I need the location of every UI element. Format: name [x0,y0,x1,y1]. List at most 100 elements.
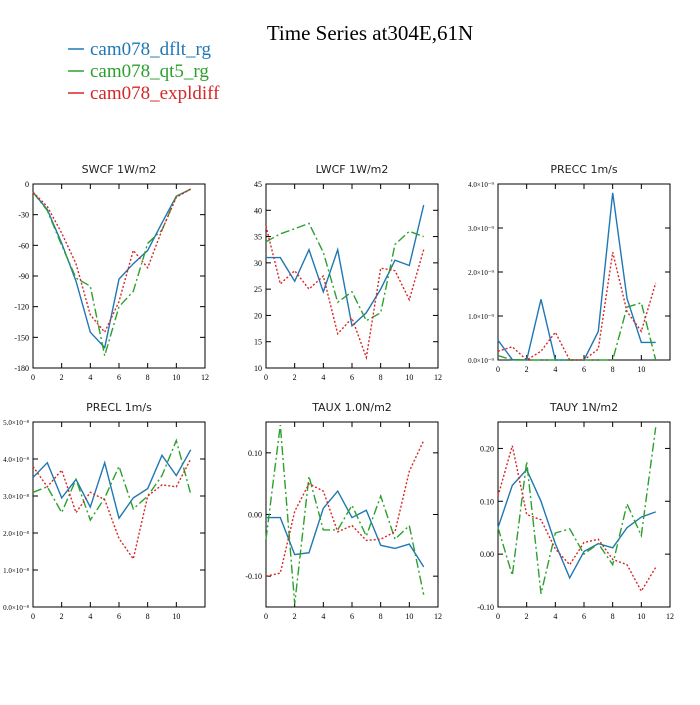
x-tick-label: 8 [611,612,615,621]
series-line-cam078_qt5_rg [265,222,424,322]
x-tick-label: 2 [525,365,529,374]
series-line-cam078_qt5_rg [32,438,192,522]
series-line-cam078_qt5_rg [497,301,657,361]
x-tick-label: 2 [60,373,64,382]
series-line-cam078_dflt_rg [497,192,656,361]
x-tick-label: 0 [496,365,500,374]
x-tick-label: 0 [31,612,35,621]
x-tick-label: 6 [350,373,354,382]
y-tick-label: 1.0×10⁻⁸ [3,567,29,575]
x-tick-label: 10 [172,612,180,621]
x-tick-label: 6 [582,612,586,621]
y-tick-label: 40 [254,206,262,215]
series-line-cam078_expldiff [265,440,425,577]
x-tick-label: 4 [88,612,92,621]
series-line-cam078_dflt_rg [266,204,425,328]
y-tick-label: -30 [18,211,29,220]
y-tick-label: 10 [254,364,262,373]
y-tick-label: 0.00 [248,511,262,520]
x-tick-label: 0 [496,612,500,621]
y-tick-label: 35 [254,233,262,242]
y-tick-label: 3.0×10⁻⁹ [468,225,494,233]
panel-title: PRECL 1m/s [86,401,152,414]
plot-frame [32,421,206,608]
x-tick-label: 6 [117,373,121,382]
x-tick-label: 10 [405,612,413,621]
panel-title: TAUY 1N/m2 [549,401,618,414]
y-tick-label: -0.10 [245,572,262,581]
series-line-cam078_expldiff [497,445,657,593]
panel-title: LWCF 1W/m2 [316,163,389,176]
x-tick-label: 4 [321,612,325,621]
legend-label-cam078_dflt_rg: cam078_dflt_rg [90,39,212,60]
x-tick-label: 6 [582,365,586,374]
y-tick-label: 0.20 [480,444,494,453]
y-tick-label: 45 [254,180,262,189]
y-tick-label: 0.10 [480,497,494,506]
series-line-cam078_expldiff [32,458,192,561]
y-tick-label: 25 [254,285,262,294]
x-tick-label: 12 [666,612,674,621]
x-tick-label: 2 [293,373,297,382]
x-tick-label: 4 [553,612,557,621]
x-tick-label: 8 [146,612,150,621]
x-tick-label: 8 [379,612,383,621]
y-tick-label: 1.0×10⁻⁹ [468,313,494,321]
y-tick-label: 30 [254,259,262,268]
panel-title: SWCF 1W/m2 [82,163,157,176]
plot-frame [265,421,439,608]
x-tick-label: 8 [379,373,383,382]
x-tick-label: 6 [117,612,121,621]
y-tick-label: -120 [14,303,29,312]
y-tick-label: 2.0×10⁻⁸ [3,530,29,538]
x-tick-label: 2 [293,612,297,621]
x-tick-label: 12 [434,373,442,382]
x-tick-label: 0 [264,612,268,621]
y-tick-label: -60 [18,241,29,250]
y-tick-label: 4.0×10⁻⁸ [3,456,29,464]
x-tick-label: 6 [350,612,354,621]
y-tick-label: 20 [254,311,262,320]
y-tick-label: -150 [14,333,29,342]
y-tick-label: 0 [25,180,29,189]
series-line-cam078_expldiff [497,252,657,361]
y-tick-label: 4.0×10⁻⁹ [468,181,494,189]
x-tick-label: 10 [405,373,413,382]
series-line-cam078_qt5_rg [32,188,192,356]
plot-frame [32,183,206,369]
y-tick-label: 5.0×10⁻⁸ [3,419,29,427]
series-line-cam078_dflt_rg [32,188,192,350]
series-line-cam078_dflt_rg [32,449,192,520]
y-tick-label: 3.0×10⁻⁸ [3,493,29,501]
x-tick-label: 12 [434,612,442,621]
series-line-cam078_expldiff [265,225,425,361]
chart-panel: TAUY 1N/m2 -0.10 0.00 0.10 0.20 0 2 4 6 8 10 12 [477,401,674,621]
legend-label-cam078_qt5_rg: cam078_qt5_rg [90,61,209,82]
chart-panel: LWCF 1W/m2 10 15 20 25 30 35 40 45 0 2 4 6 8 10 12 [254,163,442,382]
series-line-cam078_dflt_rg [497,468,656,580]
y-tick-label: 15 [254,338,262,347]
y-tick-label: 0.00 [480,550,494,559]
x-tick-label: 4 [553,365,557,374]
plot-frame [497,183,671,361]
x-tick-label: 10 [637,612,645,621]
x-tick-label: 0 [31,373,35,382]
y-tick-label: 0.0×10⁻⁹ [468,357,494,365]
x-tick-label: 2 [525,612,529,621]
y-tick-label: -90 [18,272,29,281]
series-line-cam078_qt5_rg [497,427,657,594]
x-tick-label: 8 [146,373,150,382]
figure-title: Time Series at304E,61N [267,21,473,45]
chart-panel: PRECC 1m/s 0.0×10⁻⁹ 1.0×10⁻⁹ 2.0×10⁻⁹ 3.0×10… [468,163,671,374]
x-tick-label: 4 [88,373,92,382]
series-line-cam078_expldiff [32,188,192,334]
x-tick-label: 2 [60,612,64,621]
x-tick-label: 4 [321,373,325,382]
y-tick-label: -180 [14,364,29,373]
x-tick-label: 8 [611,365,615,374]
x-tick-label: 12 [201,373,209,382]
x-tick-label: 10 [172,373,180,382]
series-line-cam078_qt5_rg [265,425,425,604]
